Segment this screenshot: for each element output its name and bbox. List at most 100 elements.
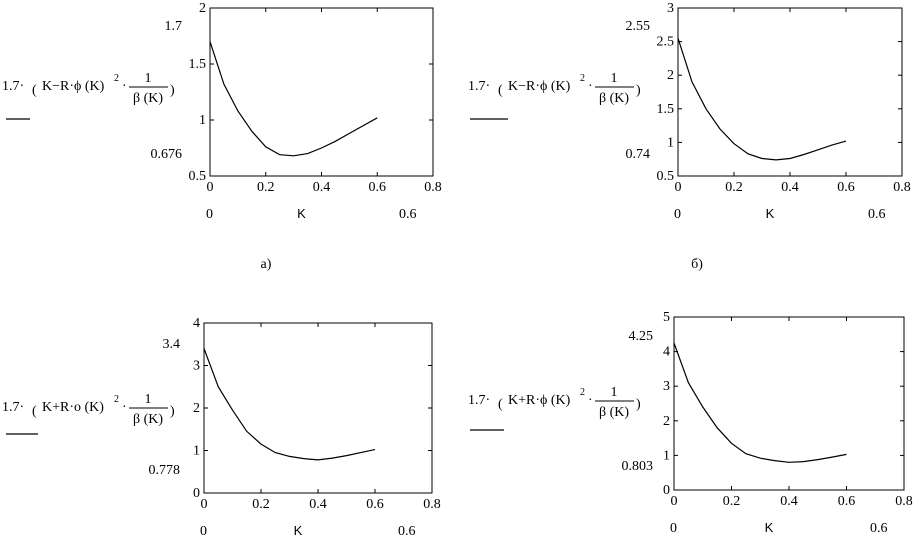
expr-prefix: 1.7· (2, 79, 24, 94)
y-min-label: 0.676 (151, 147, 183, 162)
x-tick-label: 0 (671, 494, 678, 509)
y-tick-label: 4 (193, 316, 200, 331)
x-axis-label: K (294, 523, 303, 538)
x-min-label: 0 (674, 207, 681, 222)
series-line (677, 38, 847, 161)
x-tick-label: 0.4 (780, 494, 798, 509)
expr-paren-right: ) (170, 404, 175, 419)
y-tick-label: 1 (193, 444, 200, 459)
expr-denominator: β (K) (133, 412, 163, 427)
expr-dot: · (122, 400, 127, 415)
y-axis-expression: 1.7· (K−R·ϕ (K) 2· 1 β (K)) (2, 71, 175, 106)
y-axis-expression: 1.7· (K+R·ϕ (K) 2· 1 β (K)) (468, 385, 641, 420)
expr-prefix: 1.7· (468, 79, 490, 94)
chart-panel-2: 0.5 1 1.5 2 2.5 3 0 0.2 0.4 0.6 0.8 2.55 0.74 0 0.6 K 1.… (468, 1, 911, 272)
y-max-label: 4.25 (629, 329, 654, 344)
x-tick-label: 0.2 (252, 497, 270, 512)
x-tick-label: 0.6 (838, 494, 856, 509)
x-max-label: 0.6 (399, 207, 417, 222)
expr-denominator: β (K) (599, 405, 629, 420)
expr-exponent: 2 (580, 387, 585, 398)
x-axis-label: K (297, 206, 306, 221)
expr-main: K−R·ϕ (K) (508, 79, 571, 94)
x-tick-label: 0.4 (309, 497, 327, 512)
x-tick-label: 0.8 (895, 494, 913, 509)
x-tick-label: 0.4 (313, 180, 331, 195)
x-tick-label: 0.6 (837, 180, 855, 195)
expr-paren-right: ) (636, 83, 641, 98)
y-tick-label: 3 (193, 359, 200, 374)
expr-main: K+R·ϕ (K) (508, 393, 571, 408)
series-line (673, 342, 847, 463)
y-tick-label: 0 (663, 483, 670, 498)
expr-paren-left: ( (32, 83, 37, 98)
y-max-label: 1.7 (165, 19, 183, 34)
y-tick-label: 2 (199, 1, 206, 16)
expr-numerator: 1 (145, 392, 152, 407)
expr-paren-left: ( (498, 83, 503, 98)
y-tick-label: 0.5 (657, 169, 675, 184)
expr-paren-right: ) (170, 83, 175, 98)
expr-exponent: 2 (114, 73, 119, 84)
series-line (209, 41, 378, 157)
y-min-label: 0.803 (622, 459, 654, 474)
x-max-label: 0.6 (870, 521, 888, 536)
x-axis-label: K (765, 520, 774, 535)
x-tick-label: 0.6 (369, 180, 387, 195)
x-tick-label: 0 (201, 497, 208, 512)
y-tick-label: 3 (663, 379, 670, 394)
x-min-label: 0 (670, 521, 677, 536)
x-tick-label: 0.2 (725, 180, 743, 195)
expr-prefix: 1.7· (468, 393, 490, 408)
x-tick-label: 0.8 (893, 180, 911, 195)
chart-panel-3: 0 1 2 3 4 0 0.2 0.4 0.6 0.8 3.4 0.778 0 0.6 K 1.7· (K+R·… (2, 316, 441, 539)
x-tick-label: 0 (207, 180, 214, 195)
x-tick-label: 0.4 (781, 180, 799, 195)
plot-frame (677, 7, 903, 177)
expr-dot: · (588, 79, 593, 94)
x-tick-label: 0 (675, 180, 682, 195)
y-tick-label: 2 (663, 414, 670, 429)
y-tick-label: 2 (193, 401, 200, 416)
x-max-label: 0.6 (398, 524, 416, 539)
x-axis-label: K (766, 206, 775, 221)
chart-panel-1: 0.5 1 1.5 2 0 0.2 0.4 0.6 0.8 1.7 0.676 0 0.6 K 1.7· (K… (2, 1, 442, 272)
x-tick-label: 0.6 (366, 497, 384, 512)
y-tick-label: 5 (663, 310, 670, 325)
y-tick-label: 1 (667, 135, 674, 150)
y-tick-label: 3 (667, 1, 674, 16)
plot-frame (203, 322, 433, 494)
plot-frame (209, 7, 434, 177)
y-tick-label: 4 (663, 345, 670, 360)
expr-paren-left: ( (498, 397, 503, 412)
y-axis-expression: 1.7· (K−R·ϕ (K) 2· 1 β (K)) (468, 71, 641, 106)
expr-denominator: β (K) (133, 91, 163, 106)
series-line (203, 348, 376, 461)
x-max-label: 0.6 (868, 207, 886, 222)
x-min-label: 0 (206, 207, 213, 222)
expr-exponent: 2 (580, 73, 585, 84)
expr-main: K+R·ο (K) (42, 400, 104, 415)
expr-dot: · (122, 79, 127, 94)
y-min-label: 0.74 (626, 147, 651, 162)
expr-paren-left: ( (32, 404, 37, 419)
y-tick-label: 1 (199, 113, 206, 128)
expr-numerator: 1 (611, 71, 618, 86)
panel-caption: а) (261, 257, 272, 272)
expr-exponent: 2 (114, 394, 119, 405)
y-min-label: 0.778 (149, 463, 181, 478)
expr-prefix: 1.7· (2, 400, 24, 415)
y-tick-label: 0.5 (189, 169, 207, 184)
x-tick-label: 0.2 (723, 494, 741, 509)
plot-frame (673, 316, 905, 491)
x-tick-label: 0.8 (423, 497, 441, 512)
expr-numerator: 1 (145, 71, 152, 86)
x-tick-label: 0.2 (257, 180, 275, 195)
y-tick-label: 1.5 (189, 57, 207, 72)
y-tick-label: 1 (663, 448, 670, 463)
y-max-label: 3.4 (163, 337, 181, 352)
x-min-label: 0 (200, 524, 207, 539)
expr-numerator: 1 (611, 385, 618, 400)
expr-paren-right: ) (636, 397, 641, 412)
